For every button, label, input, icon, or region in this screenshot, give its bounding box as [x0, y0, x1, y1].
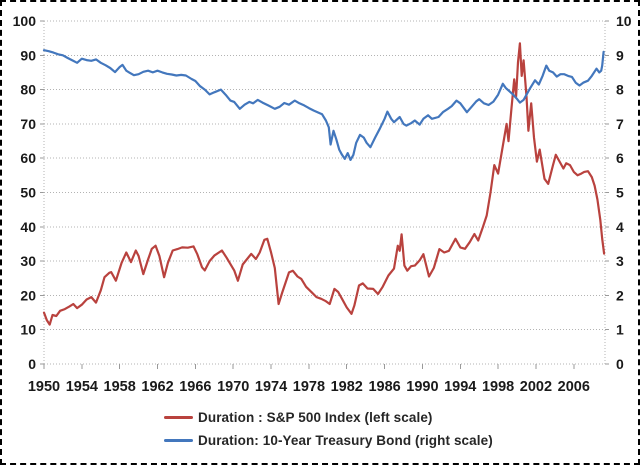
- svg-text:60: 60: [20, 150, 36, 166]
- svg-text:80: 80: [20, 82, 36, 98]
- svg-text:1998: 1998: [482, 379, 514, 395]
- svg-text:2006: 2006: [558, 379, 590, 395]
- svg-text:70: 70: [20, 116, 36, 132]
- svg-text:1982: 1982: [331, 379, 363, 395]
- svg-text:40: 40: [20, 219, 36, 235]
- svg-text:0: 0: [616, 356, 624, 372]
- svg-text:1966: 1966: [179, 379, 211, 395]
- svg-text:1: 1: [616, 322, 624, 338]
- svg-text:5: 5: [616, 185, 624, 201]
- svg-text:6: 6: [616, 150, 624, 166]
- sp500-legend-label: Duration : S&P 500 Index (left scale): [198, 410, 433, 425]
- svg-text:2002: 2002: [520, 379, 552, 395]
- svg-text:10: 10: [616, 13, 632, 29]
- svg-text:20: 20: [20, 287, 36, 303]
- svg-text:0: 0: [28, 356, 36, 372]
- svg-text:2: 2: [616, 287, 624, 303]
- svg-text:4: 4: [616, 219, 624, 235]
- svg-text:1950: 1950: [28, 379, 60, 395]
- treasury-legend-label: Duration: 10-Year Treasury Bond (right s…: [198, 433, 493, 448]
- legend-item-treasury: Duration: 10-Year Treasury Bond (right s…: [164, 433, 493, 448]
- svg-text:1990: 1990: [406, 379, 438, 395]
- svg-text:1994: 1994: [444, 379, 476, 395]
- sp500-line-swatch: [164, 416, 193, 419]
- svg-text:100: 100: [13, 13, 37, 29]
- svg-text:30: 30: [20, 253, 36, 269]
- svg-text:7: 7: [616, 116, 624, 132]
- svg-text:1986: 1986: [368, 379, 400, 395]
- svg-text:1974: 1974: [255, 379, 287, 395]
- treasury-line-swatch: [164, 439, 193, 442]
- chart-legend: Duration : S&P 500 Index (left scale) Du…: [164, 410, 493, 448]
- svg-text:1958: 1958: [104, 379, 136, 395]
- svg-text:1970: 1970: [217, 379, 249, 395]
- svg-text:90: 90: [20, 47, 36, 63]
- svg-text:9: 9: [616, 47, 624, 63]
- svg-text:10: 10: [20, 322, 36, 338]
- svg-text:1978: 1978: [293, 379, 325, 395]
- legend-item-sp500: Duration : S&P 500 Index (left scale): [164, 410, 493, 425]
- svg-text:1962: 1962: [141, 379, 173, 395]
- svg-text:8: 8: [616, 82, 624, 98]
- svg-text:50: 50: [20, 185, 36, 201]
- svg-text:3: 3: [616, 253, 624, 269]
- svg-text:1954: 1954: [66, 379, 98, 395]
